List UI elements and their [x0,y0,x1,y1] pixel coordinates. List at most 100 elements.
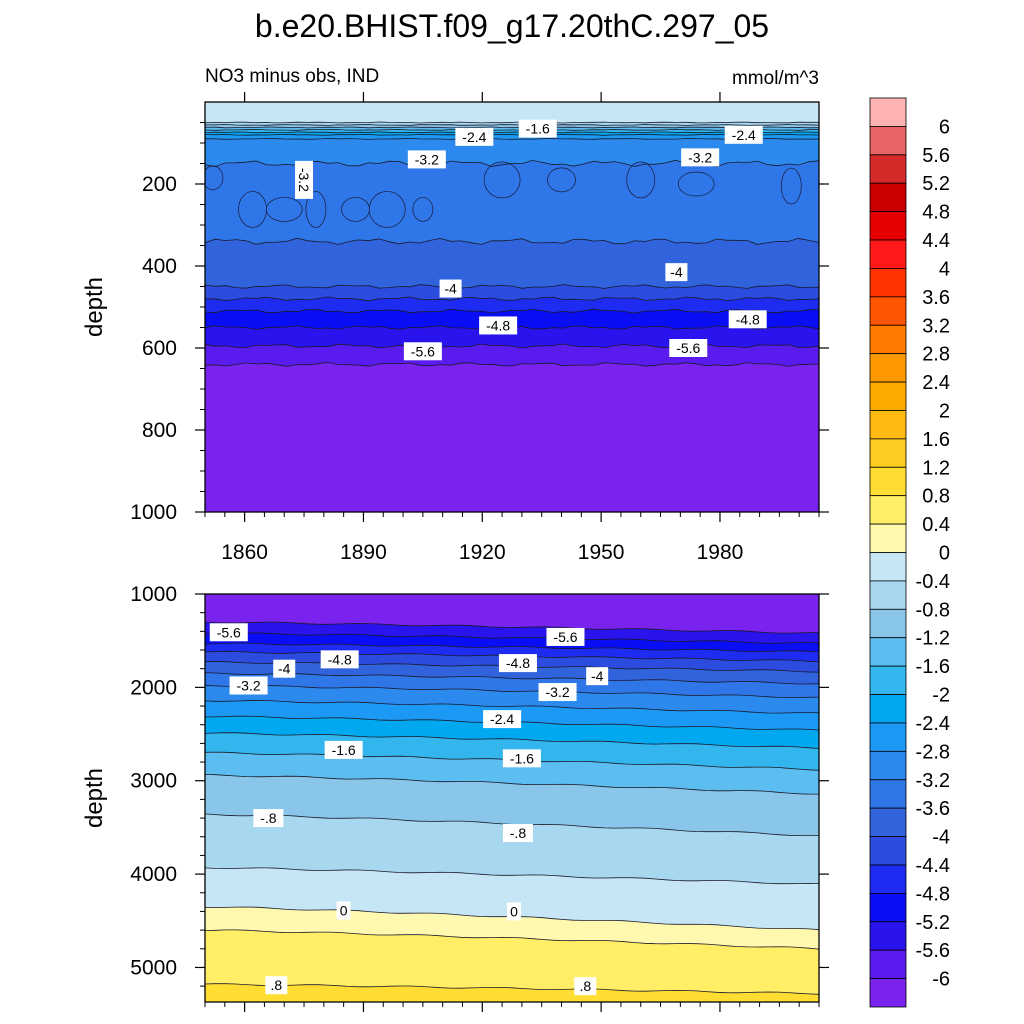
colorbar-swatch [869,750,907,781]
upper-contour-label: -3.2 [681,148,720,167]
upper-contour-label-box [439,279,462,298]
lower-contour-label: .8 [265,976,288,995]
upper-contour-label-text: -3.2 [296,168,312,192]
colorbar-swatch [869,580,907,610]
upper-contour-line [205,308,819,314]
lower-contour-line [205,684,819,699]
colorbar-label: -0.8 [916,599,950,621]
figure-title: b.e20.BHIST.f09_g17.20thC.297_05 [255,8,769,44]
lower-contour-fill [205,594,819,1002]
lower-contour-label: -4.8 [320,650,359,669]
colorbar-swatch [869,97,907,127]
upper-contour-line [205,124,819,126]
lower-contour-label-box [538,683,577,702]
upper-contour-label: -5.6 [669,339,708,357]
colorbar-label: 3.6 [922,287,950,309]
lower-contour-line [205,867,819,885]
lower-axes: 1000 2000 3000 4000 5000 [130,583,829,1012]
lower-contour-label: -1.6 [324,740,363,759]
lower-contour-label-text: -3.2 [237,677,261,693]
lower-y-tick-label: 4000 [130,863,177,886]
lower-contour-label-box [502,749,541,768]
lower-contour-label: .8 [574,977,597,996]
lower-contour-label-box [502,824,533,843]
colorbar-swatch [869,523,907,553]
upper-contour-label: -4 [665,263,688,282]
lower-contour-label-box [320,650,359,669]
colorbar-label: 4 [939,258,950,280]
upper-patch [238,191,267,228]
colorbar-swatch [869,466,907,497]
colorbar-label: -2.8 [916,741,950,763]
upper-contour-label: -2.4 [724,125,763,144]
colorbar-swatch [869,694,907,724]
lower-y-tick-label: 1000 [130,583,177,606]
lower-contour-label-box [336,901,351,920]
colorbar-label: -2 [932,685,950,707]
colorbar-label: 5.6 [922,145,950,167]
colorbar-label: 0 [939,543,950,565]
upper-patch [205,165,224,191]
upper-contour-line [205,137,819,140]
upper-x-tick-label: 1950 [578,541,625,564]
upper-y-tick-label: 800 [142,419,177,442]
colorbar-swatch [869,608,907,639]
upper-contour-label-box [681,148,720,167]
lower-contour-labels: -5.6 -5.6 -4.8 -4.8 -4 -4 -3.2 -3.2 -2.4 -1.6 -1.6… [209,623,609,996]
upper-panel: -1.6 -2.4 -2.4 -3.2 -3.2 -3.2 -4 -4 -4.8 -4.8 -5.6… [81,92,829,564]
lower-contour-label-text: -4 [278,661,291,677]
upper-contour-label-box [455,127,494,146]
colorbar-swatch [869,239,907,269]
lower-contour-label-text: -4.8 [506,655,530,671]
upper-patch [341,197,370,222]
lower-contour-label: -3.2 [229,676,268,695]
upper-contour-line [205,128,819,131]
colorbar-swatch [869,949,907,979]
upper-contour-label-text: -5.6 [411,343,435,359]
lower-contour-label-box [253,809,284,828]
colorbar-label: -5.6 [916,940,950,962]
upper-contour-line [205,343,819,349]
upper-contour-label-box [724,125,763,144]
upper-contour-label-box [518,119,557,138]
upper-contour-label: -3.2 [295,160,314,199]
colorbar-label: 2.8 [922,344,950,366]
upper-contour-label-box [669,339,708,357]
colorbar-swatch [869,637,907,667]
upper-patch [305,191,327,228]
upper-contour-label-text: -3.2 [688,149,712,165]
upper-contour-label-text: -1.6 [526,121,550,137]
colorbar-label: 4.4 [922,230,950,252]
lower-contour-line [205,929,819,950]
colorbar-label: -1.2 [916,628,950,650]
upper-contour-label-text: -4.8 [736,311,760,327]
colorbar-label: -2.4 [916,713,950,735]
upper-contour-line [205,237,819,245]
upper-patch [368,191,406,228]
upper-y-tick-label: 200 [142,173,177,196]
lower-contour-label-box [265,976,288,995]
colorbar-swatch [869,268,907,298]
upper-contour-label-text: -3.2 [415,151,439,167]
lower-contour-label-box [498,654,537,673]
upper-y-tick-label: 1000 [130,501,177,524]
upper-contour-label-text: -4 [670,264,683,280]
lower-contour-label-text: -.8 [260,810,277,826]
lower-fill-band [205,929,819,1002]
lower-contour-label-box [209,623,248,642]
lower-contour-label: -.8 [253,809,284,828]
upper-patch [626,161,656,199]
upper-patch [412,197,434,222]
colorbar-swatch [869,495,907,525]
colorbar-swatch [869,779,907,809]
lower-y-tick-label: 3000 [130,770,177,793]
upper-y-axis-label: depth [81,277,108,337]
upper-x-tick-label: 1920 [459,541,506,564]
upper-contour-labels: -1.6 -2.4 -2.4 -3.2 -3.2 -3.2 -4 -4 -4.8 -4.8 -5.6… [295,119,767,361]
colorbar-swatch [869,864,907,894]
colorbar-label: -3.2 [916,770,950,792]
colorbar-swatch [869,154,907,184]
colorbar-label: 1.6 [922,429,950,451]
upper-contour-label: -4.8 [728,310,767,329]
subtitle-left: NO3 minus obs, IND [205,66,379,87]
